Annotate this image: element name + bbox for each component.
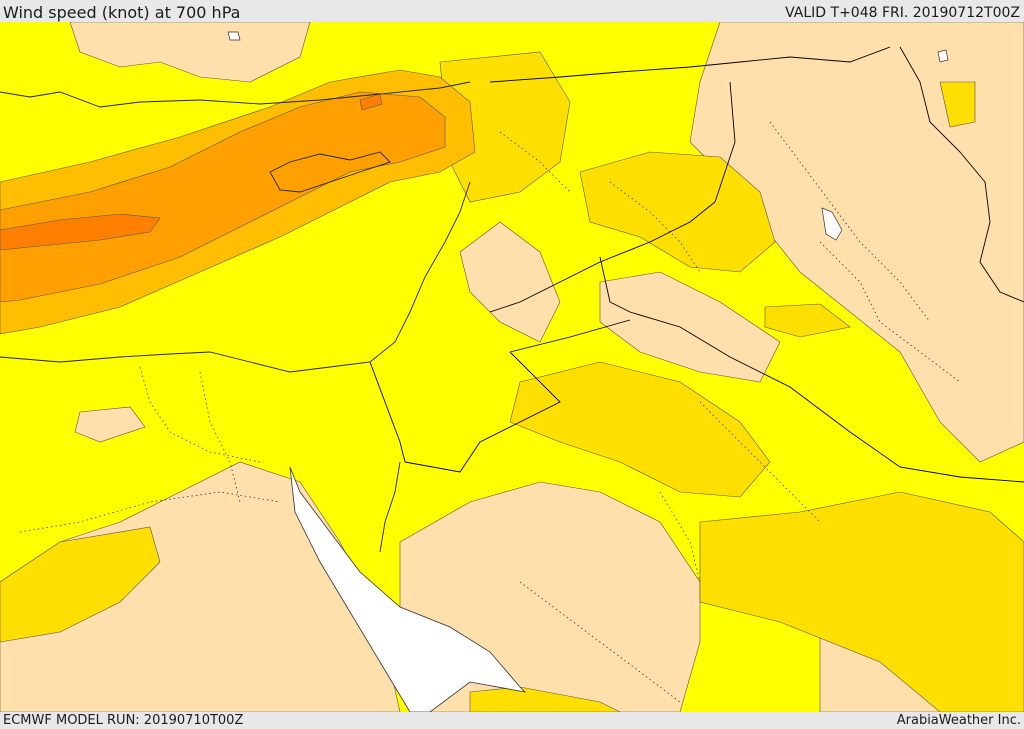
red-sea [289, 466, 527, 712]
footer-bar [0, 712, 1024, 729]
model-run-label: ECMWF MODEL RUN: 20190710T00Z [3, 713, 244, 728]
lakes [227, 31, 949, 241]
moderate-wind-zones [0, 51, 1024, 712]
coastlines [0, 81, 471, 553]
valid-time: VALID T+048 FRI. 20190712T00Z [785, 5, 1020, 21]
stronger-wind-band [0, 91, 446, 303]
wind-speed-map [0, 22, 1024, 712]
header-bar [0, 0, 1024, 22]
country-borders [369, 46, 1024, 483]
regional-borders [19, 121, 961, 703]
jet-core-zone [0, 93, 383, 251]
map-title: Wind speed (knot) at 700 hPa [3, 3, 241, 22]
credit-label: ArabiaWeather Inc. [896, 713, 1021, 728]
